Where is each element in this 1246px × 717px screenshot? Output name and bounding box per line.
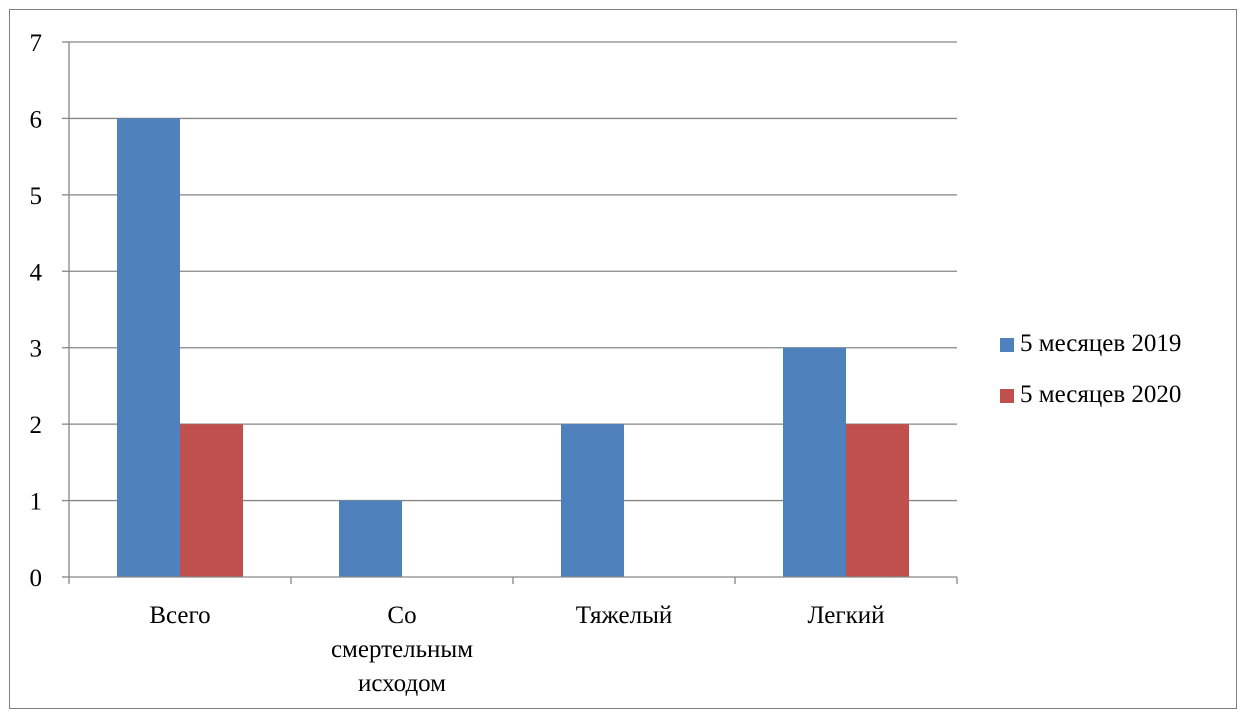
y-tick-label: 2 xyxy=(30,412,43,439)
x-category-label: исходом xyxy=(358,670,446,697)
y-tick-label: 6 xyxy=(30,106,43,133)
bar-series1-category4 xyxy=(783,347,846,577)
y-tick-label: 1 xyxy=(30,489,43,516)
bar-series1-category1 xyxy=(117,118,180,577)
y-axis-ticks: 0 1 2 3 4 5 6 7 xyxy=(30,30,69,592)
x-category-label: Со xyxy=(387,602,416,629)
legend-label-1: 5 месяцев 2019 xyxy=(1020,330,1181,357)
y-tick-label: 0 xyxy=(30,565,43,592)
x-axis-category-labels: Всего Со смертельным исходом Тяжелый Легкий xyxy=(149,602,884,697)
chart-frame xyxy=(9,9,1237,709)
legend-swatch-2 xyxy=(1000,389,1014,403)
bar-series2-category4 xyxy=(846,424,909,577)
bar-series1-category2 xyxy=(339,500,402,577)
legend: 5 месяцев 2019 5 месяцев 2020 xyxy=(1000,330,1181,408)
bar-series1-category3 xyxy=(561,424,624,577)
legend-swatch-1 xyxy=(1000,338,1014,352)
x-category-label: смертельным xyxy=(331,636,473,663)
y-tick-label: 5 xyxy=(30,183,43,210)
axes xyxy=(68,42,958,584)
x-category-label: Всего xyxy=(149,602,210,629)
bars xyxy=(117,118,909,577)
y-tick-label: 3 xyxy=(30,336,43,363)
bar-series2-category1 xyxy=(180,424,243,577)
y-tick-label: 4 xyxy=(30,259,43,286)
y-tick-label: 7 xyxy=(30,30,43,57)
legend-label-2: 5 месяцев 2020 xyxy=(1020,381,1181,408)
x-category-label: Легкий xyxy=(807,602,884,629)
x-category-label: Тяжелый xyxy=(576,602,673,629)
